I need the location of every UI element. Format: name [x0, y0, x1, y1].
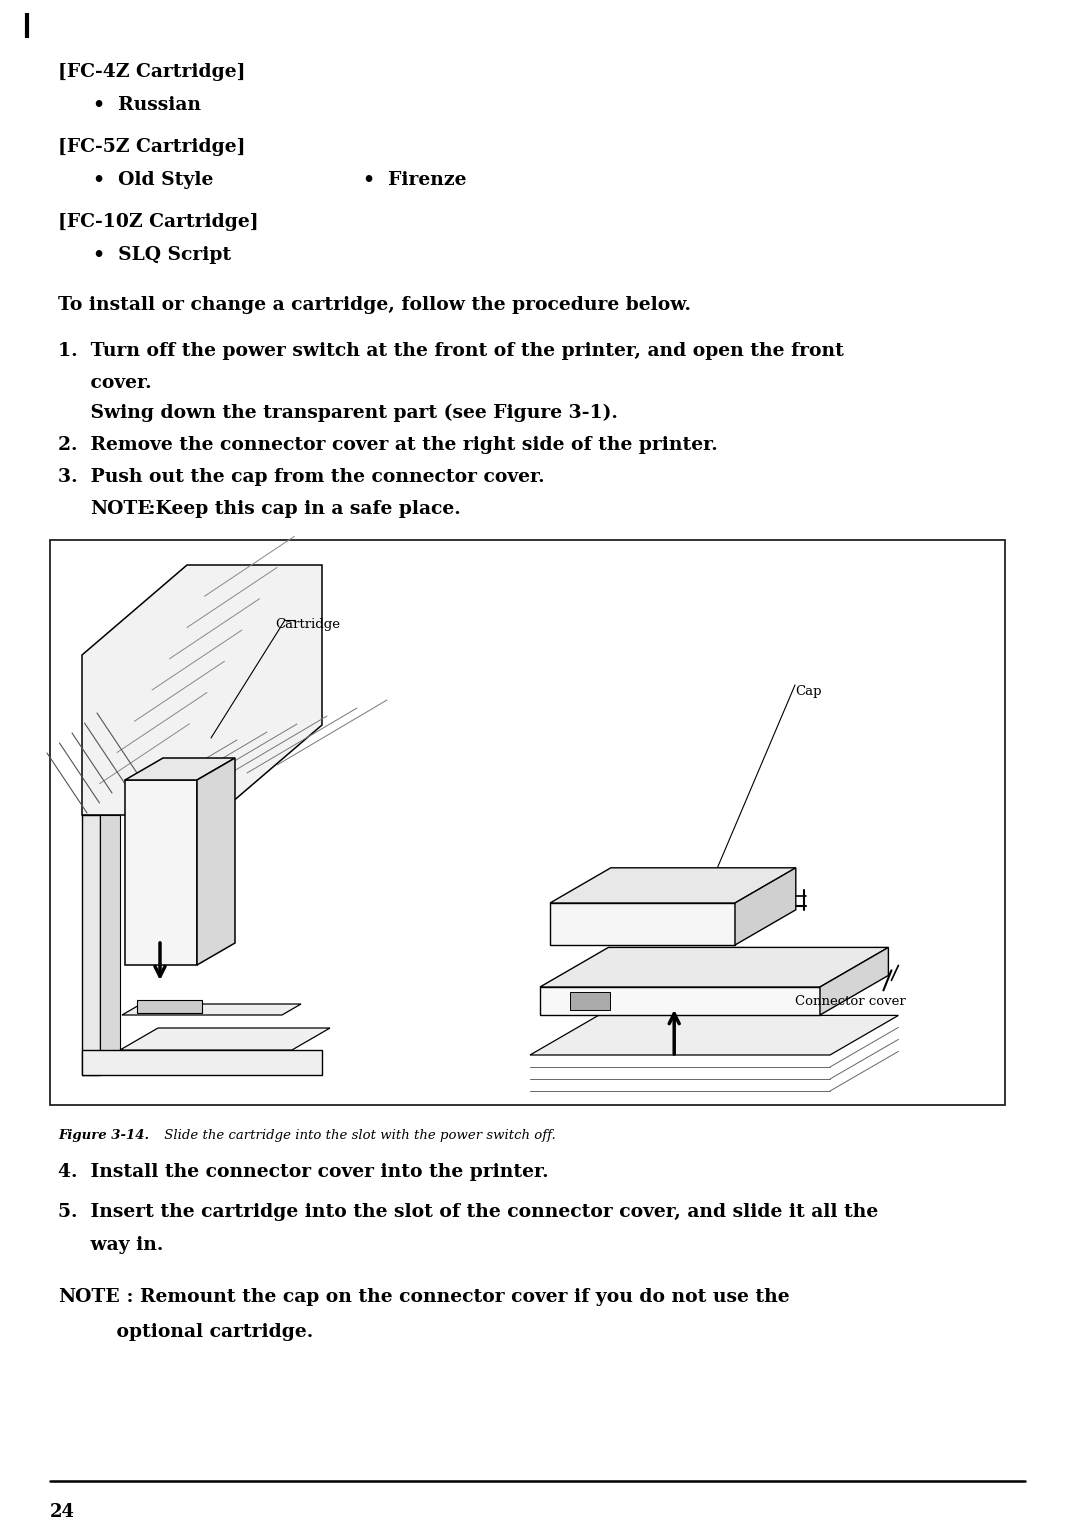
Polygon shape	[125, 758, 235, 780]
Text: To install or change a cartridge, follow the procedure below.: To install or change a cartridge, follow…	[58, 295, 691, 314]
Polygon shape	[100, 815, 120, 1055]
Text: way in.: way in.	[58, 1237, 163, 1253]
Text: •  Firenze: • Firenze	[363, 171, 467, 189]
Text: •  SLQ Script: • SLQ Script	[93, 247, 231, 263]
Text: NOTE: NOTE	[58, 1288, 120, 1307]
Text: 4.  Install the connector cover into the printer.: 4. Install the connector cover into the …	[58, 1164, 549, 1180]
Text: Connector cover: Connector cover	[795, 995, 906, 1008]
Polygon shape	[122, 1004, 301, 1014]
Polygon shape	[125, 780, 197, 966]
Text: Swing down the transparent part (see Figure 3-1).: Swing down the transparent part (see Fig…	[58, 404, 618, 422]
Text: [FC-5Z Cartridge]: [FC-5Z Cartridge]	[58, 139, 245, 155]
Polygon shape	[120, 1028, 330, 1049]
Text: •  Old Style: • Old Style	[93, 171, 214, 189]
Text: NOTE: NOTE	[90, 500, 152, 518]
Polygon shape	[82, 815, 100, 1075]
Polygon shape	[735, 868, 796, 944]
Text: optional cartridge.: optional cartridge.	[58, 1323, 313, 1340]
Text: [FC-4Z Cartridge]: [FC-4Z Cartridge]	[58, 62, 245, 81]
Text: [FC-10Z Cartridge]: [FC-10Z Cartridge]	[58, 213, 258, 231]
Text: Slide the cartridge into the slot with the power switch off.: Slide the cartridge into the slot with t…	[160, 1129, 556, 1142]
Polygon shape	[820, 947, 889, 1014]
Text: :Keep this cap in a safe place.: :Keep this cap in a safe place.	[141, 500, 461, 518]
Text: 2.  Remove the connector cover at the right side of the printer.: 2. Remove the connector cover at the rig…	[58, 436, 718, 454]
Text: •  Russian: • Russian	[93, 96, 201, 114]
Polygon shape	[570, 991, 610, 1010]
Text: cover.: cover.	[58, 375, 151, 391]
Polygon shape	[197, 758, 235, 966]
Text: Cartridge: Cartridge	[275, 618, 340, 631]
Text: 24: 24	[50, 1503, 75, 1521]
Text: 3.  Push out the cap from the connector cover.: 3. Push out the cap from the connector c…	[58, 468, 544, 486]
Polygon shape	[82, 1049, 322, 1075]
Text: Cap: Cap	[795, 685, 822, 698]
Text: Figure 3-14.: Figure 3-14.	[58, 1129, 149, 1142]
Polygon shape	[540, 987, 820, 1014]
Polygon shape	[137, 1001, 202, 1013]
Polygon shape	[530, 1016, 899, 1055]
Polygon shape	[550, 868, 796, 903]
Text: 5.  Insert the cartridge into the slot of the connector cover, and slide it all : 5. Insert the cartridge into the slot of…	[58, 1203, 878, 1221]
Text: : Remount the cap on the connector cover if you do not use the: : Remount the cap on the connector cover…	[120, 1288, 789, 1307]
Text: 1.  Turn off the power switch at the front of the printer, and open the front: 1. Turn off the power switch at the fron…	[58, 343, 843, 359]
Polygon shape	[540, 947, 889, 987]
Polygon shape	[550, 903, 735, 944]
Polygon shape	[82, 565, 322, 815]
Bar	[50, 541, 1005, 1106]
